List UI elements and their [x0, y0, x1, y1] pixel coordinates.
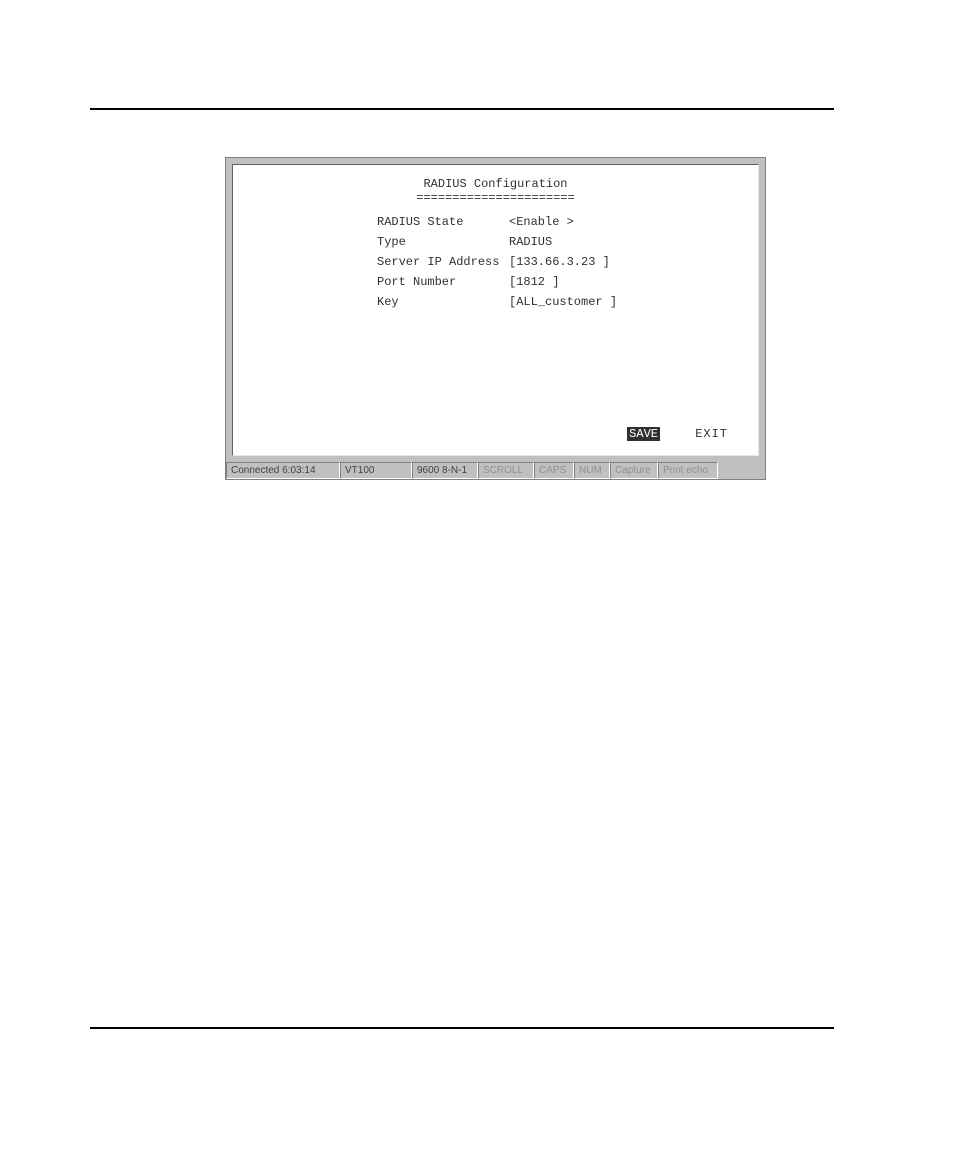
status-caps: CAPS	[534, 462, 574, 479]
field-radius-state-row: RADIUS State <Enable >	[247, 215, 744, 229]
status-num: NUM	[574, 462, 610, 479]
screen-title-underline: ======================	[247, 191, 744, 205]
bottom-rule	[90, 1027, 834, 1029]
field-type-label: Type	[247, 235, 509, 249]
field-server-ip-value[interactable]: [133.66.3.23 ]	[509, 255, 610, 269]
terminal-buttons: SAVE EXIT	[627, 427, 728, 441]
field-port-value[interactable]: [1812 ]	[509, 275, 559, 289]
status-emulation: VT100	[340, 462, 412, 479]
status-scroll: SCROLL	[478, 462, 534, 479]
field-key-label: Key	[247, 295, 509, 309]
field-type-row: Type RADIUS	[247, 235, 744, 249]
field-server-ip-label: Server IP Address	[247, 255, 509, 269]
terminal-screen: RADIUS Configuration ===================…	[232, 164, 759, 456]
status-capture: Capture	[610, 462, 658, 479]
field-key-value[interactable]: [ALL_customer ]	[509, 295, 617, 309]
top-rule	[90, 108, 834, 110]
status-printecho: Print echo	[658, 462, 718, 479]
status-bar: Connected 6:03:14 VT100 9600 8-N-1 SCROL…	[226, 462, 765, 479]
field-type-value: RADIUS	[509, 235, 552, 249]
field-radius-state-value[interactable]: <Enable >	[509, 215, 574, 229]
save-button[interactable]: SAVE	[627, 427, 660, 441]
status-baud: 9600 8-N-1	[412, 462, 478, 479]
status-connected: Connected 6:03:14	[226, 462, 340, 479]
field-port-row: Port Number [1812 ]	[247, 275, 744, 289]
field-radius-state-label: RADIUS State	[247, 215, 509, 229]
field-server-ip-row: Server IP Address [133.66.3.23 ]	[247, 255, 744, 269]
field-key-row: Key [ALL_customer ]	[247, 295, 744, 309]
field-port-label: Port Number	[247, 275, 509, 289]
exit-button[interactable]: EXIT	[695, 427, 728, 441]
terminal-window: RADIUS Configuration ===================…	[225, 157, 766, 480]
screen-title: RADIUS Configuration	[247, 177, 744, 191]
